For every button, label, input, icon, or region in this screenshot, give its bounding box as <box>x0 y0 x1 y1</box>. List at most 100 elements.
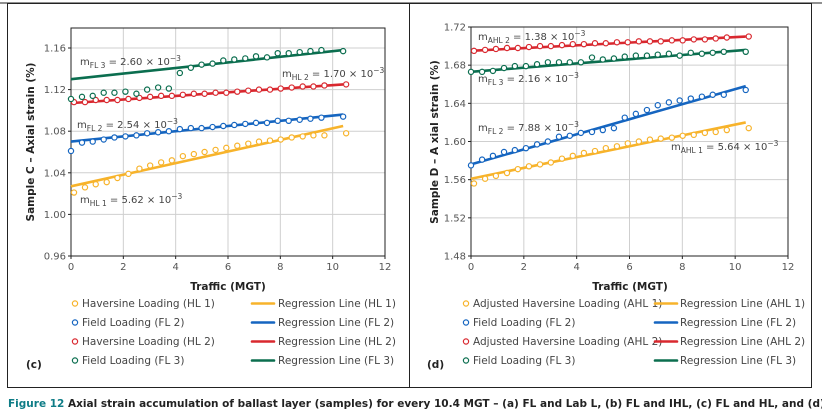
data-point-fl2 <box>339 113 347 120</box>
data-point-ahl2 <box>624 39 631 46</box>
x-tick-label: 2 <box>120 262 126 273</box>
plot-frame <box>70 27 386 257</box>
data-point-hl1 <box>212 146 219 154</box>
legend-entry: Field Loading (FL 3) <box>82 355 184 367</box>
x-tick-label: 0 <box>68 262 74 273</box>
data-point-fl3 <box>154 84 162 91</box>
data-point-fl2 <box>588 128 596 136</box>
y-tick-label: 1.04 <box>44 168 66 179</box>
data-point-hl2 <box>201 90 208 97</box>
data-point-fl3 <box>111 89 118 96</box>
data-point-hl2 <box>223 89 230 96</box>
data-point-hl2 <box>92 96 99 104</box>
data-point-hl2 <box>212 89 219 96</box>
data-point-hl1 <box>342 130 350 137</box>
y-tick-label: 1.48 <box>444 252 466 263</box>
data-point-ahl1 <box>470 180 478 187</box>
x-axis-label: Traffic (MGT) <box>592 281 668 293</box>
data-point-fl2 <box>122 133 129 140</box>
data-point-fl3 <box>133 90 140 97</box>
data-point-fl2 <box>709 91 716 98</box>
data-point-fl3 <box>274 50 281 57</box>
legend-entry: Haversine Loading (HL 2) <box>82 336 215 348</box>
data-point-hl1 <box>136 165 143 172</box>
legend-marker-icon <box>71 338 79 345</box>
data-point-hl2 <box>157 92 165 100</box>
data-point-fl3 <box>467 68 475 76</box>
data-point-ahl1 <box>481 175 489 182</box>
panel-c-border <box>7 3 410 388</box>
y-tick-label: 1.12 <box>44 85 66 96</box>
data-point-hl2 <box>146 93 154 101</box>
data-point-fl2 <box>111 134 118 141</box>
figure-caption: Figure 12 Axial strain accumulation of b… <box>8 398 822 410</box>
data-point-fl3 <box>544 59 552 66</box>
data-point-fl2 <box>599 126 607 134</box>
data-point-fl2 <box>307 115 314 122</box>
legend-entry: Regression Line (HL 2) <box>278 336 396 348</box>
data-point-fl2 <box>318 114 325 121</box>
data-point-hl1 <box>157 159 165 166</box>
data-point-fl2 <box>467 162 475 169</box>
data-point-hl2 <box>136 94 143 102</box>
data-point-ahl1 <box>613 143 621 150</box>
panel-d-border <box>409 3 812 388</box>
legend-entry: Regression Line (AHL 2) <box>680 336 805 348</box>
data-point-hl2 <box>245 87 252 94</box>
annotation-slope: mAHL 2 = 1.38 × 10−3 <box>478 29 586 45</box>
chart-d: 0 2 4 6 8 10 12 1.48 1.52 1.56 1.60 1.64 1.68 1.72 Sa… <box>427 23 805 372</box>
legend-marker-icon <box>462 319 470 326</box>
legend-entry: Regression Line (FL 3) <box>278 355 394 367</box>
legend-entry: Haversine Loading (HL 1) <box>82 298 215 310</box>
data-point-fl3 <box>231 56 238 63</box>
data-point-hl1 <box>103 178 110 186</box>
annotation-slope: mHL 2 = 1.70 × 10−3 <box>282 66 384 82</box>
data-point-ahl1 <box>712 128 719 136</box>
y-tick-label: 1.68 <box>444 61 466 72</box>
data-point-fl3 <box>285 50 292 57</box>
data-point-fl2 <box>67 147 75 155</box>
data-point-fl3 <box>296 48 303 56</box>
data-point-hl2 <box>255 86 263 93</box>
data-point-fl2 <box>209 123 216 131</box>
data-point-fl2 <box>544 138 552 145</box>
data-point-hl1 <box>114 174 121 182</box>
x-tick-label: 8 <box>277 262 283 273</box>
data-point-fl2 <box>533 141 541 148</box>
x-tick-label: 10 <box>729 262 742 273</box>
data-point-fl2 <box>285 117 292 125</box>
data-point-fl2 <box>555 133 563 140</box>
data-point-fl2 <box>489 152 497 160</box>
data-point-fl3 <box>100 89 107 96</box>
data-point-fl3 <box>533 61 541 68</box>
data-point-fl2 <box>610 124 618 132</box>
annotation-slope: mFL 3 = 2.60 × 10−3 <box>80 54 181 70</box>
legend-entry: Regression Line (FL 2) <box>278 317 394 329</box>
data-point-fl2 <box>187 124 195 132</box>
data-point-ahl1 <box>646 136 654 143</box>
data-point-fl3 <box>522 62 530 70</box>
x-tick-label: 10 <box>326 262 339 273</box>
chart-c: 0 2 4 6 8 10 12 0.96 1.00 1.04 1.08 1.12 1.16 Sample… <box>25 27 396 371</box>
data-point-fl2 <box>220 122 227 130</box>
data-point-hl2 <box>81 98 89 106</box>
data-point-ahl1 <box>602 144 610 152</box>
data-point-ahl1 <box>536 161 544 168</box>
data-point-hl2 <box>321 82 328 89</box>
data-point-ahl2 <box>503 44 511 52</box>
legend-marker-icon <box>462 300 470 307</box>
y-tick-label: 1.64 <box>444 99 466 110</box>
data-point-fl2 <box>687 95 694 102</box>
data-point-fl3 <box>165 85 173 92</box>
data-point-fl3 <box>176 69 184 77</box>
data-point-fl2 <box>522 144 530 152</box>
legend-entry: Regression Line (FL 2) <box>680 317 796 329</box>
data-point-ahl2 <box>591 40 599 47</box>
y-axis-label: Sample D – A xial strain (%) <box>429 60 441 224</box>
data-point-fl3 <box>489 67 497 75</box>
data-point-fl3 <box>220 57 227 64</box>
data-point-hl1 <box>234 142 241 149</box>
legend-entry: Regression Line (FL 3) <box>680 355 796 367</box>
data-point-fl2 <box>478 156 486 163</box>
